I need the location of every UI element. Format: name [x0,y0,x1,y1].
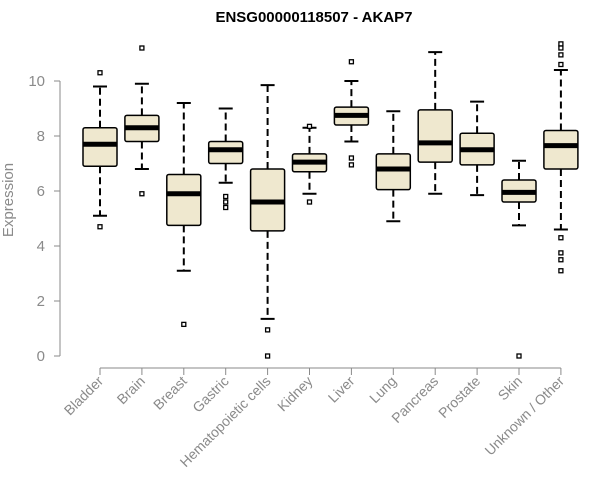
iqr-box [375,153,412,191]
y-tick-label: 0 [37,348,45,365]
x-tick-label: Brain [114,373,148,407]
outlier-point [223,204,229,211]
y-tick-label: 6 [37,183,45,200]
outlier-point [348,162,355,168]
outlier-point [264,353,271,359]
outlier-point [97,224,103,230]
outlier-point [558,257,564,263]
y-tick-label: 4 [37,238,45,255]
y-axis: 0 2 4 6 8 10 [28,73,61,365]
box-kidney [291,123,328,205]
box-pancreas [417,51,453,195]
outlier-point [139,45,145,51]
outlier-point [306,123,313,130]
box-breast [166,102,202,328]
box-prostate [459,100,495,197]
box-skin [501,159,537,359]
y-tick-label: 10 [28,73,45,90]
iqr-box [417,109,453,163]
outlier-point [97,70,103,76]
boxes-group [82,41,579,359]
y-axis-label: Expression [0,163,17,237]
iqr-box [166,173,202,227]
outlier-point [516,353,522,359]
outlier-point [558,250,564,256]
y-tick-label: 2 [37,293,45,310]
x-tick-label: Breast [150,373,190,413]
x-tick-label: Kidney [274,373,316,415]
outlier-point [306,199,313,205]
y-tick-label: 8 [37,128,45,145]
outlier-point [181,321,187,328]
box-gastric [207,107,244,211]
outlier-point [348,59,355,65]
x-tick-label: Prostate [435,373,483,421]
outlier-point [348,155,355,161]
box-brain [124,45,160,197]
iqr-box [82,127,118,167]
x-tick-label: Lung [366,373,399,406]
outlier-point [558,235,564,241]
chart-title: ENSG00000118507 - AKAP7 [215,9,412,26]
outlier-point [223,193,229,200]
x-tick-label: Unknown / Other [481,373,567,459]
outlier-point [558,52,564,58]
x-tick-label: Pancreas [388,373,441,426]
outlier-point [558,41,564,47]
outlier-point [558,45,564,51]
x-tick-label: Bladder [61,373,107,419]
outlier-point [223,199,229,205]
box-lung [375,110,412,223]
iqr-box [543,129,579,170]
outlier-point [558,61,564,68]
x-tick-label: Skin [495,373,526,404]
outlier-point [139,191,145,197]
outlier-point [558,268,564,274]
box-bladder [82,70,118,230]
outlier-point [264,327,271,333]
iqr-box [207,140,244,165]
x-tick-label: Liver [325,373,358,406]
box-liver [333,59,370,168]
box-hematopoietic-cells [249,84,286,359]
box-unknown-other [543,41,579,274]
